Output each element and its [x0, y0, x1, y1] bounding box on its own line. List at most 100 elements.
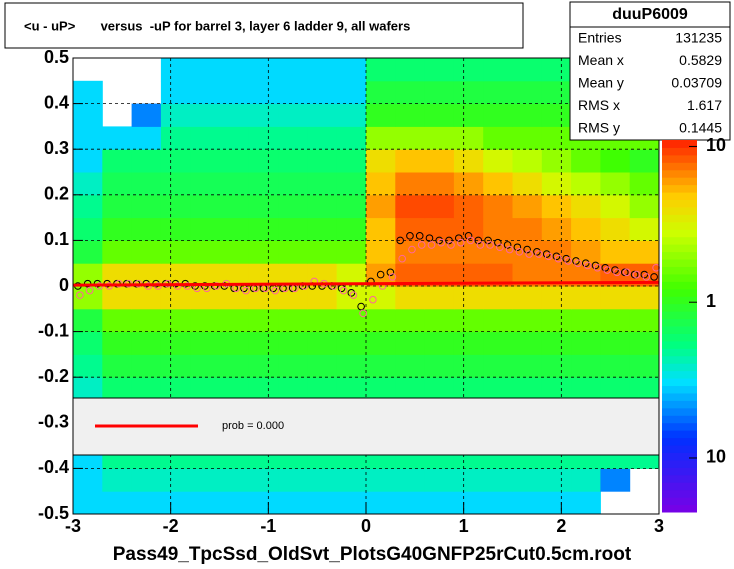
- heat-cell: [248, 149, 279, 173]
- heat-cell: [395, 80, 426, 105]
- profile-point: [494, 238, 502, 247]
- profile-point: [347, 289, 356, 297]
- heat-cell: [219, 217, 250, 241]
- stats-value: 0.03709: [671, 75, 722, 91]
- heat-cell: [600, 377, 631, 401]
- heat-cell: [160, 331, 191, 355]
- heat-cell: [512, 172, 543, 196]
- heat-cell: [600, 308, 631, 333]
- heat-cell: [278, 354, 308, 378]
- heat-cell: [73, 103, 103, 127]
- heat-cell: [190, 126, 220, 150]
- heat-cell: [160, 377, 191, 401]
- profile-point: [85, 286, 94, 295]
- heat-cell: [190, 331, 220, 355]
- heat-cell: [629, 194, 660, 219]
- heat-cell: [307, 354, 338, 378]
- profile-point: [437, 238, 446, 247]
- heat-cell: [629, 217, 660, 241]
- heat-cell: [512, 217, 543, 241]
- heat-cell: [219, 126, 250, 150]
- heat-cell: [395, 103, 426, 127]
- profile-point: [456, 238, 465, 247]
- heat-cell: [629, 308, 660, 333]
- heat-cell: [424, 286, 455, 310]
- heat-cell: [160, 103, 191, 127]
- profile-point: [650, 273, 658, 281]
- color-bar-cell: [662, 355, 697, 364]
- color-bar-cell: [662, 474, 697, 483]
- profile-point: [349, 291, 358, 299]
- heat-cell: [160, 286, 191, 310]
- legend: prob = 0.000: [72, 397, 660, 456]
- heat-cell: [629, 377, 660, 401]
- heat-cell: [424, 491, 455, 515]
- profile-point: [572, 257, 580, 265]
- heat-cell: [102, 468, 133, 492]
- color-bar-cell: [662, 221, 697, 230]
- heat-cell: [424, 331, 455, 355]
- color-bar-cell: [662, 162, 697, 171]
- profile-point: [201, 282, 209, 290]
- y-tick-label: 0: [59, 275, 69, 295]
- heat-cell: [366, 58, 396, 82]
- profile-point: [562, 254, 571, 263]
- heat-cell: [571, 240, 601, 264]
- x-tick-label: 2: [556, 516, 566, 536]
- color-bar-cell: [662, 407, 697, 416]
- heat-cell: [483, 331, 513, 355]
- heat-cell: [395, 286, 426, 310]
- heat-cell: [395, 194, 426, 219]
- heat-cell: [307, 103, 338, 127]
- heat-cell: [160, 468, 191, 492]
- profile-point: [474, 236, 483, 245]
- heat-cell: [131, 149, 162, 173]
- heat-cell: [424, 172, 455, 196]
- heat-cell: [512, 80, 543, 105]
- heat-cell: [424, 354, 455, 378]
- heat-cell: [102, 172, 133, 196]
- heat-cell: [600, 354, 631, 378]
- heat-cell: [131, 103, 162, 127]
- heat-cell: [366, 172, 396, 196]
- profile-point: [552, 252, 561, 261]
- color-bar-cell: [662, 259, 697, 267]
- x-tick-label: 0: [361, 516, 371, 536]
- heat-cell: [131, 377, 162, 401]
- heat-cell: [483, 491, 513, 515]
- heat-cell: [278, 491, 308, 515]
- heat-cell: [160, 217, 191, 241]
- profile-point: [396, 236, 404, 245]
- heat-cell: [278, 308, 308, 333]
- profile-point: [621, 268, 629, 277]
- profile-point: [533, 248, 541, 256]
- heat-cell: [571, 354, 601, 378]
- heat-cell: [629, 263, 660, 287]
- heat-cell: [160, 491, 191, 515]
- heat-cell: [219, 149, 250, 173]
- heat-cell: [571, 468, 601, 492]
- heat-cell: [424, 240, 455, 264]
- heat-cell: [512, 331, 543, 355]
- y-tick-label: 0.2: [44, 184, 69, 204]
- heat-cell: [483, 172, 513, 196]
- heat-cell: [512, 126, 543, 150]
- heat-cell: [336, 263, 367, 287]
- heat-cell: [512, 286, 543, 310]
- heat-cell: [336, 240, 367, 264]
- heat-cell: [73, 468, 103, 492]
- profile-point: [601, 263, 610, 272]
- color-bar-cell: [662, 452, 697, 461]
- heat-cell: [160, 80, 191, 105]
- profile-point: [505, 245, 514, 254]
- heat-cell: [248, 126, 279, 150]
- heat-cell: [102, 149, 133, 173]
- heat-cell: [541, 58, 572, 82]
- heat-cell: [600, 194, 631, 219]
- heat-cell: [190, 468, 220, 492]
- heat-cell: [219, 354, 250, 378]
- heat-cell: [541, 80, 572, 105]
- heat-cell: [307, 172, 338, 196]
- heat-cell: [102, 240, 133, 264]
- heat-cell: [73, 217, 103, 241]
